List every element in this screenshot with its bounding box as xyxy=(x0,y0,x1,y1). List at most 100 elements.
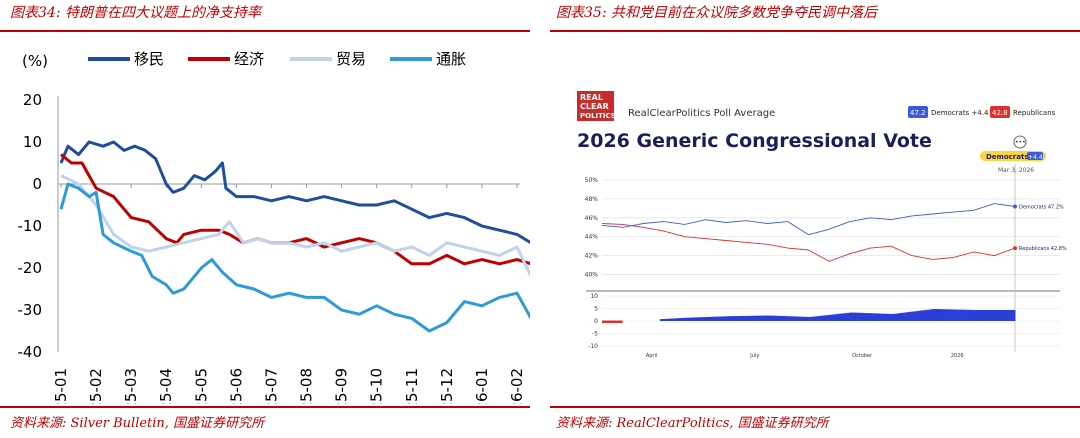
x-tick-label: 25-04 xyxy=(157,368,175,404)
spread-bar xyxy=(985,310,989,321)
top-badges: 47.2 Democrats +4.4 42.8 Republicans •••… xyxy=(908,106,1056,174)
spread-bar xyxy=(659,319,664,321)
spread-bar xyxy=(772,315,776,321)
legend-label: 经济 xyxy=(234,50,264,68)
spread-bar xyxy=(872,313,877,321)
spread-bar xyxy=(997,310,1001,321)
y-tick-label: -40 xyxy=(18,343,43,361)
right-chart-title: 图表35: 共和党目前在众议院多数党争夺民调中落后 xyxy=(556,5,877,21)
y-tick-label: -20 xyxy=(18,259,43,277)
unit-label: (%) xyxy=(22,52,48,70)
right-source-rule xyxy=(550,406,1080,408)
y-tick-label: 20 xyxy=(23,91,42,109)
spread-bar xyxy=(943,309,948,321)
spread-bar xyxy=(790,316,794,321)
right-source: 资料来源: RealClearPolitics, 国盛证券研究所 xyxy=(556,416,829,431)
y-tick-label: 44% xyxy=(585,234,599,241)
series-line-贸易 xyxy=(60,174,530,278)
spread-bar xyxy=(698,317,702,321)
spread-bar xyxy=(766,315,770,321)
spread-bar xyxy=(867,313,871,321)
spread-bar xyxy=(982,310,986,321)
spread-bar xyxy=(846,312,850,321)
headline: 2026 Generic Congressional Vote xyxy=(577,130,932,152)
spread-bar xyxy=(822,315,827,321)
spread-bar xyxy=(1003,310,1007,321)
spread-bar xyxy=(798,316,803,321)
spread-bar xyxy=(793,316,797,321)
spread-bar xyxy=(875,313,880,321)
rep-value-badge xyxy=(990,106,1010,118)
left-chart: (%) 移民 经济 贸易 通胀 20 10 0 -10 -20 -30 -40 25-01 25-02… xyxy=(18,50,530,404)
series-line-移民 xyxy=(59,140,530,244)
right-series xyxy=(601,203,1017,262)
logo-line-1: REAL xyxy=(580,93,603,102)
right-chart: REAL CLEAR POLITICS RealClearPolitics Po… xyxy=(577,91,1067,359)
spread-bar xyxy=(905,312,909,321)
spread-bar xyxy=(952,309,957,321)
y-tick-label: 10 xyxy=(23,133,42,151)
spread-bar xyxy=(869,313,874,321)
spread-bar xyxy=(804,316,809,321)
spread-bar xyxy=(748,315,753,321)
spread-bar xyxy=(994,310,998,321)
as-of-date: Mar 3, 2026 xyxy=(998,167,1034,174)
spread-bar xyxy=(784,316,788,321)
spread-bar xyxy=(662,318,667,321)
poll-average-label: RealClearPolitics Poll Average xyxy=(628,108,775,119)
right-title-rule xyxy=(550,30,1080,32)
y-tick-label: 42% xyxy=(585,253,599,260)
spread-bar xyxy=(938,309,942,321)
lead-value: +4.4 xyxy=(1028,154,1043,161)
spread-tick-label: -5 xyxy=(592,331,598,338)
x-tick-label: 25-07 xyxy=(262,368,280,404)
left-series xyxy=(59,140,530,333)
y-tick-label: -10 xyxy=(18,217,43,235)
spread-bar xyxy=(911,311,915,321)
spread-bar xyxy=(970,309,975,321)
spread-bar xyxy=(1000,310,1004,321)
spread-bar xyxy=(881,313,886,321)
y-tick-label: 48% xyxy=(585,196,599,203)
spread-bar xyxy=(677,318,682,321)
spread-bar xyxy=(988,310,992,321)
spread-tick-label: 10 xyxy=(590,293,598,300)
spread-bar xyxy=(713,316,717,321)
spread-bar xyxy=(775,315,779,321)
spread-bar xyxy=(858,312,862,321)
spread-bar xyxy=(668,318,673,321)
spread-bar xyxy=(671,318,676,321)
spread-bar xyxy=(695,317,699,321)
spread-bar xyxy=(674,318,679,321)
x-tick-label: 25-05 xyxy=(192,368,210,404)
spread-bar xyxy=(704,317,708,321)
spread-bar xyxy=(716,316,720,321)
legend-label: 通胀 xyxy=(436,50,466,68)
spread-bar xyxy=(760,315,764,321)
more-options-icon[interactable] xyxy=(1013,135,1027,149)
rcp-logo: REAL CLEAR POLITICS xyxy=(577,91,616,121)
spread-bar xyxy=(896,313,901,321)
y-tick-label: 50% xyxy=(585,177,599,184)
spread-bar xyxy=(707,316,711,321)
dem-end-label: Democrats 47.2% xyxy=(1019,204,1064,210)
spread-bar xyxy=(801,316,806,321)
spread-bar xyxy=(864,313,868,321)
spread-bar xyxy=(710,316,714,321)
legend-label: 移民 xyxy=(134,50,164,68)
spread-bar xyxy=(967,309,972,321)
spread-bar xyxy=(917,310,921,321)
series-line-通胀 xyxy=(59,182,530,333)
spread-bar xyxy=(733,316,738,321)
spread-bar xyxy=(843,313,847,321)
spread-bar xyxy=(884,313,889,321)
y-tick-label: 46% xyxy=(585,215,599,222)
spread-bar xyxy=(935,309,939,321)
x-tick-label: 26-02 xyxy=(508,368,526,404)
spread-bar xyxy=(719,316,723,321)
spread-bar xyxy=(1009,310,1013,321)
x-tick-label: 25-02 xyxy=(87,368,105,404)
spread-bar xyxy=(701,317,705,321)
spread-bar xyxy=(819,315,824,321)
spread-bar xyxy=(852,312,856,321)
